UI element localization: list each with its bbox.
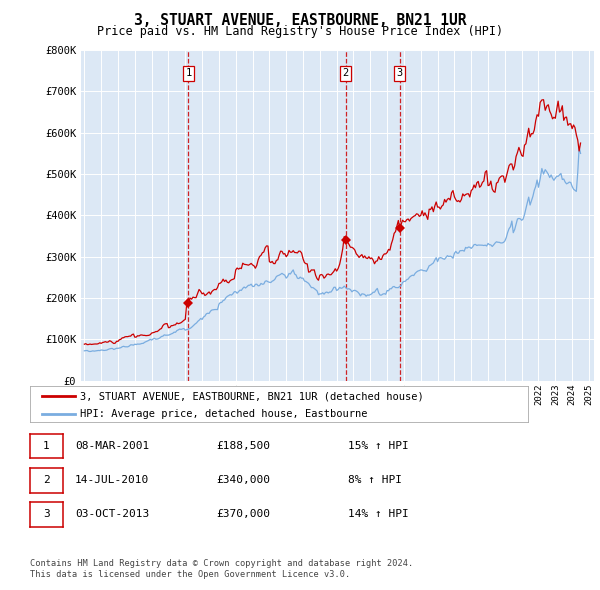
Text: Price paid vs. HM Land Registry's House Price Index (HPI): Price paid vs. HM Land Registry's House … [97, 25, 503, 38]
Text: Contains HM Land Registry data © Crown copyright and database right 2024.: Contains HM Land Registry data © Crown c… [30, 559, 413, 568]
Text: 1: 1 [185, 68, 191, 78]
Text: £188,500: £188,500 [216, 441, 270, 451]
Text: 2: 2 [343, 68, 349, 78]
Text: 3, STUART AVENUE, EASTBOURNE, BN21 1UR (detached house): 3, STUART AVENUE, EASTBOURNE, BN21 1UR (… [80, 391, 424, 401]
Text: HPI: Average price, detached house, Eastbourne: HPI: Average price, detached house, East… [80, 409, 367, 419]
Text: 2: 2 [43, 476, 50, 485]
Text: 3: 3 [43, 510, 50, 519]
Text: This data is licensed under the Open Government Licence v3.0.: This data is licensed under the Open Gov… [30, 570, 350, 579]
Text: £370,000: £370,000 [216, 510, 270, 519]
Text: 03-OCT-2013: 03-OCT-2013 [75, 510, 149, 519]
Text: 15% ↑ HPI: 15% ↑ HPI [348, 441, 409, 451]
Text: 1: 1 [43, 441, 50, 451]
Text: 14% ↑ HPI: 14% ↑ HPI [348, 510, 409, 519]
Text: 3, STUART AVENUE, EASTBOURNE, BN21 1UR: 3, STUART AVENUE, EASTBOURNE, BN21 1UR [134, 13, 466, 28]
Text: £340,000: £340,000 [216, 476, 270, 485]
Text: 8% ↑ HPI: 8% ↑ HPI [348, 476, 402, 485]
Text: 3: 3 [397, 68, 403, 78]
Text: 14-JUL-2010: 14-JUL-2010 [75, 476, 149, 485]
Text: 08-MAR-2001: 08-MAR-2001 [75, 441, 149, 451]
